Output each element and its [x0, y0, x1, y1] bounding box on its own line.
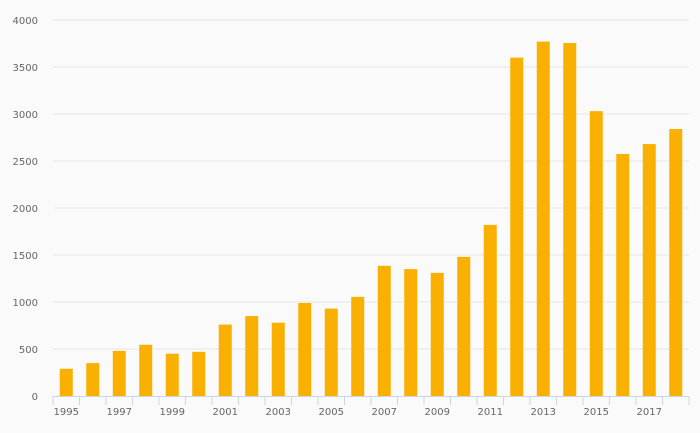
- bar-1999: [165, 353, 179, 396]
- x-tick-label: 2001: [213, 407, 238, 418]
- bar-2010: [457, 256, 471, 396]
- bar-2011: [483, 224, 497, 396]
- y-tick-label: 500: [19, 345, 38, 356]
- bar-2015: [589, 111, 603, 397]
- bar-2002: [245, 316, 259, 396]
- bar-1997: [112, 350, 126, 396]
- bar-1996: [86, 363, 100, 396]
- y-tick-label: 0: [32, 392, 38, 403]
- x-tick-label: 2015: [584, 407, 609, 418]
- x-tick-label: 2009: [425, 407, 450, 418]
- bar-2018: [669, 129, 683, 397]
- bar-2003: [271, 322, 285, 396]
- x-tick-label: 2017: [637, 407, 662, 418]
- x-tick-label: 2013: [531, 407, 556, 418]
- x-tick-label: 2011: [478, 407, 503, 418]
- bar-2001: [218, 324, 232, 396]
- y-tick-label: 2000: [13, 204, 38, 215]
- y-tick-label: 3500: [13, 63, 38, 74]
- bar-2013: [536, 41, 550, 397]
- bar-2017: [642, 144, 656, 396]
- x-tick-label: 2005: [319, 407, 344, 418]
- x-tick-label: 2003: [266, 407, 291, 418]
- y-tick-label: 3000: [13, 110, 38, 121]
- bar-2004: [298, 302, 312, 396]
- bar-2007: [377, 265, 391, 396]
- bar-2008: [404, 269, 418, 396]
- y-tick-label: 1500: [13, 251, 38, 262]
- bar-1998: [139, 344, 153, 396]
- bar-2005: [324, 308, 338, 396]
- bar-2014: [563, 43, 577, 396]
- bar-2006: [351, 296, 365, 396]
- bar-2000: [192, 351, 206, 396]
- y-tick-label: 1000: [13, 298, 38, 309]
- y-tick-label: 4000: [13, 16, 38, 27]
- x-tick-label: 1997: [107, 407, 132, 418]
- bar-1995: [59, 368, 73, 396]
- bar-2009: [430, 272, 444, 396]
- y-tick-label: 2500: [13, 157, 38, 168]
- x-tick-label: 2007: [372, 407, 397, 418]
- bar-2016: [616, 153, 630, 396]
- x-tick-label: 1999: [160, 407, 185, 418]
- bar-2012: [510, 57, 524, 396]
- x-tick-label: 1995: [54, 407, 79, 418]
